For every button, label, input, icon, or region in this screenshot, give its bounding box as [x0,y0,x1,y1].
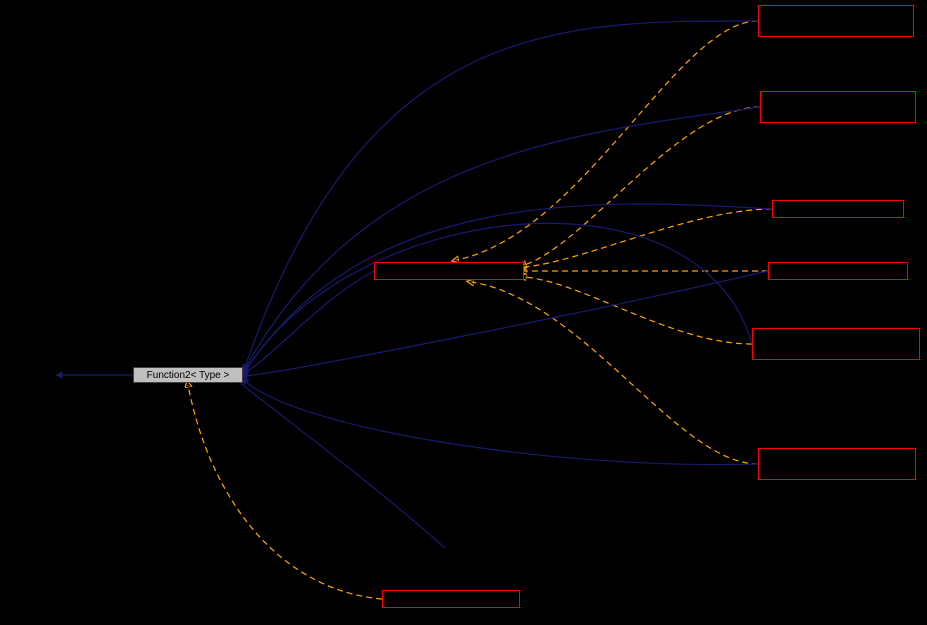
edge-right2-to-function2 [245,107,760,369]
edge-right6-to-function2 [245,381,758,465]
node-right2[interactable] [760,91,916,123]
edge-right4-to-function2 [245,271,768,376]
edge-right6-to-center [472,282,759,464]
node-function2[interactable]: Function2< Type > [133,367,243,383]
edge-trailing-curve [240,383,445,548]
edge-bottom-to-function2 [188,385,382,599]
node-right1[interactable] [758,5,914,37]
edge-right3-to-center [524,209,772,267]
edge-right5-to-function2 [245,223,752,372]
node-bottom[interactable] [382,590,520,608]
edge-right1-to-function2 [245,21,758,367]
node-right5[interactable] [752,328,920,360]
edge-right1-to-center [457,21,759,260]
node-right4[interactable] [768,262,908,280]
node-right3[interactable] [772,200,904,218]
edge-right5-to-center [524,277,752,344]
node-right6[interactable] [758,448,916,480]
node-center[interactable] [374,262,524,280]
edge-right2-to-center [524,107,760,265]
